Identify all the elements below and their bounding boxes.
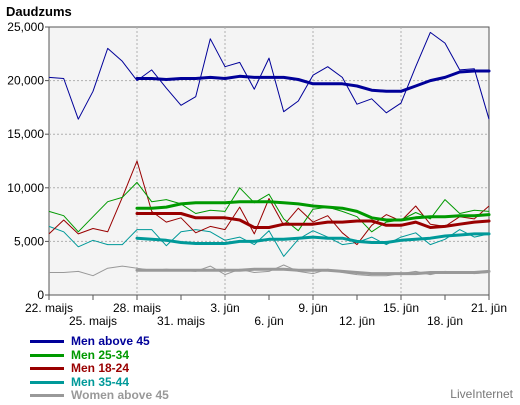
y-tick-label: 15,000 (7, 127, 44, 141)
y-tick-label: 20,000 (7, 74, 44, 88)
x-tick-label: 6. jūn (254, 314, 283, 328)
y-tick-label: 25,000 (7, 20, 44, 34)
y-axis-label: Daudzums (6, 4, 72, 19)
series-trend-women-above-45 (135, 267, 491, 276)
legend-swatch (30, 367, 64, 370)
x-tick-label: 22. maijs (25, 301, 73, 315)
x-tick-label: 25. maijs (69, 314, 117, 328)
x-tick-label: 18. jūn (427, 314, 463, 328)
x-axis-ticks: 22. maijs 28. maijs 3. jūn 9. jūn 15. jūn 21.… (25, 295, 507, 328)
y-tick-label: 0 (37, 288, 44, 302)
x-tick-label: 9. jūn (298, 301, 327, 315)
legend-swatch (30, 380, 64, 384)
x-tick-label: 15. jūn (383, 301, 419, 315)
series-line-men-above-45 (48, 31, 490, 120)
credit-text: LiveInternet (450, 387, 513, 401)
series-trend-men-25-34 (135, 200, 491, 222)
series-trend-men-35-44 (135, 232, 491, 245)
legend-swatch (30, 394, 64, 397)
series-line-men-25-34 (48, 181, 490, 233)
y-tick-label: 5,000 (14, 234, 44, 248)
legend-label: Men 35-44 (71, 374, 130, 389)
plot-area (48, 26, 490, 296)
legend-label: Women above 45 (71, 388, 169, 402)
x-tick-label: 12. jūn (339, 314, 375, 328)
y-tick-label: 10,000 (7, 181, 44, 195)
legend-label: Men 18-24 (71, 361, 130, 375)
x-tick-label: 21. jūn (471, 301, 507, 315)
legend-label: Men above 45 (71, 334, 150, 348)
x-tick-label: 3. jūn (210, 301, 239, 315)
series-line-men-35-44 (48, 225, 490, 257)
legend-swatch (30, 340, 64, 343)
grid (49, 27, 489, 295)
legend-swatch (30, 353, 64, 357)
series-line-women-above-45 (49, 264, 490, 277)
y-axis-ticks: 0 5,000 10,000 15,000 20,000 25,000 (7, 20, 49, 302)
x-tick-label: 28. maijs (113, 301, 161, 315)
legend-label: Men 25-34 (71, 347, 130, 362)
series-trend-men-18-24 (135, 212, 491, 229)
x-tick-label: 31. maijs (157, 314, 205, 328)
series-trend-men-above-45 (135, 69, 491, 93)
series-lines (48, 31, 491, 277)
